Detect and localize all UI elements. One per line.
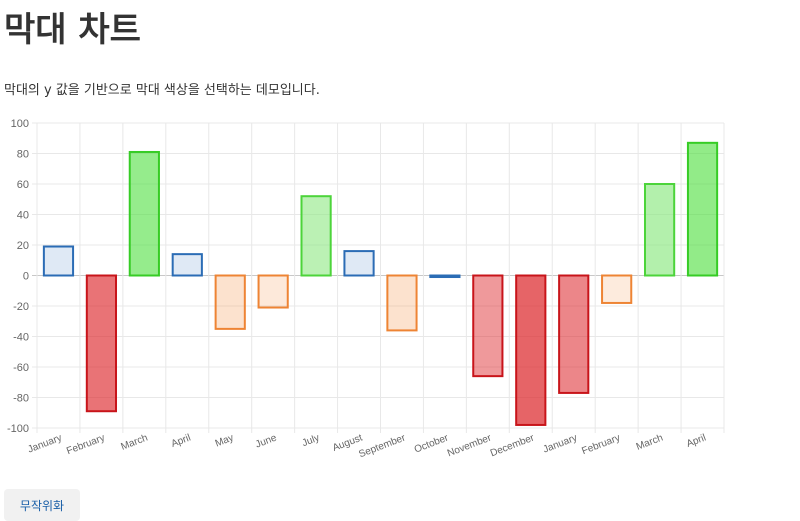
bar xyxy=(343,250,375,277)
y-tick-label: -60 xyxy=(13,362,29,374)
x-tick-label: October xyxy=(413,432,451,455)
bar xyxy=(171,253,203,277)
y-tick-label: -100 xyxy=(7,423,29,435)
y-tick-label: 40 xyxy=(17,210,29,222)
x-tick-label: February xyxy=(65,433,106,458)
y-axis: 100 80 60 40 20 0 -20 -40 -60 -80 -100 xyxy=(7,118,29,435)
bar xyxy=(257,274,289,309)
x-tick-label: December xyxy=(489,432,537,459)
bar xyxy=(42,245,75,277)
x-tick-label: March xyxy=(635,433,665,453)
x-tick-label: February xyxy=(580,433,621,458)
page-title: 막대 차트 xyxy=(4,10,141,50)
x-axis: January February March April May June July Augu… xyxy=(26,432,707,460)
x-tick-label: November xyxy=(446,432,494,459)
x-tick-label: March xyxy=(120,433,150,453)
y-tick-label: -40 xyxy=(13,332,29,344)
bar xyxy=(386,274,418,332)
x-tick-label: January xyxy=(26,433,63,456)
bars xyxy=(42,141,719,426)
x-tick-label: September xyxy=(357,432,407,460)
page-description: 막대의 y 값을 기반으로 막대 색상을 선택하는 데모입니다. xyxy=(4,83,320,98)
x-tick-label: June xyxy=(254,432,279,450)
bar xyxy=(515,274,547,426)
bar xyxy=(686,141,719,277)
y-tick-label: 100 xyxy=(11,118,29,130)
bar xyxy=(128,150,160,277)
x-tick-label: April xyxy=(685,433,708,450)
bar xyxy=(472,274,504,378)
x-tick-label: May xyxy=(214,433,236,450)
x-tick-label: July xyxy=(301,433,322,450)
x-tick-label: April xyxy=(170,433,193,450)
y-tick-label: -20 xyxy=(13,301,29,313)
y-tick-label: 60 xyxy=(17,179,29,191)
bar xyxy=(429,274,461,279)
bar xyxy=(558,274,590,394)
x-tick-label: January xyxy=(542,433,579,456)
bar xyxy=(214,274,246,330)
bar xyxy=(643,183,676,277)
y-tick-label: 0 xyxy=(23,271,29,283)
y-tick-label: -80 xyxy=(13,393,29,405)
bar xyxy=(601,274,633,304)
bar xyxy=(300,195,332,277)
bar xyxy=(85,274,118,413)
randomize-button[interactable]: 무작위화 xyxy=(4,489,80,521)
y-tick-label: 80 xyxy=(17,149,29,161)
y-tick-label: 20 xyxy=(17,240,29,252)
